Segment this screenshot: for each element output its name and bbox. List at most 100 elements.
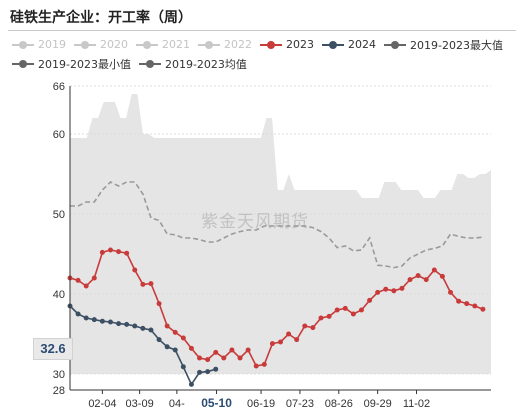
series-point-2024 <box>107 319 113 325</box>
series-point-2023 <box>472 303 478 309</box>
series-point-2023 <box>148 281 154 287</box>
series-point-2024 <box>164 344 170 350</box>
series-point-2023 <box>464 301 470 307</box>
legend-swatch-icon <box>322 40 344 49</box>
series-point-2023 <box>205 357 211 363</box>
y-tick-label: 28 <box>53 385 65 397</box>
series-point-2023 <box>358 307 364 313</box>
series-point-2023 <box>107 247 113 253</box>
series-point-2023 <box>383 286 389 292</box>
series-point-2023 <box>294 337 300 343</box>
series-point-2023 <box>342 305 348 311</box>
legend-label: 2021 <box>162 38 190 51</box>
series-point-2023 <box>237 355 243 361</box>
x-tick-label: 04- <box>169 398 185 410</box>
x-tick-label: 11-02 <box>403 398 430 410</box>
legend-label: 2023 <box>286 38 314 51</box>
watermark-text: 紫金天风期货 <box>201 212 309 232</box>
legend-swatch-icon <box>136 40 158 49</box>
series-point-2024 <box>140 325 146 331</box>
series-point-2023 <box>407 277 413 283</box>
series-point-2023 <box>318 315 324 321</box>
series-point-2024 <box>99 318 105 324</box>
series-point-2023 <box>229 347 235 353</box>
series-point-2023 <box>83 283 89 289</box>
legend-label: 2020 <box>100 38 128 51</box>
series-point-2023 <box>350 311 356 317</box>
legend-swatch-icon <box>260 40 282 49</box>
legend-item-2019[interactable]: 2019 <box>12 35 66 54</box>
series-point-2023 <box>423 277 429 283</box>
series-point-2023 <box>480 306 486 312</box>
series-point-2023 <box>415 273 421 279</box>
legend-swatch-icon <box>12 40 34 49</box>
series-point-2023 <box>253 363 259 369</box>
series-point-2023 <box>221 355 227 361</box>
legend-item-2020[interactable]: 2020 <box>74 35 128 54</box>
series-point-2023 <box>140 281 146 287</box>
series-point-2023 <box>164 323 170 329</box>
series-point-2024 <box>83 315 89 321</box>
legend-swatch-icon <box>198 40 220 49</box>
legend-label: 2019-2023最小值 <box>38 57 131 71</box>
series-point-2023 <box>334 307 340 313</box>
series-point-2023 <box>399 285 405 291</box>
x-tick-label: 08-26 <box>325 398 353 410</box>
y-tick-label: 66 <box>53 81 65 93</box>
x-tick-label: 02-04 <box>88 398 116 410</box>
series-point-2023 <box>156 301 162 307</box>
legend-item-2019-2023最大值[interactable]: 2019-2023最大值 <box>384 35 503 54</box>
range-band-layer <box>70 94 491 374</box>
series-point-2024 <box>188 381 194 387</box>
max-min-range-band <box>70 94 491 374</box>
series-point-2023 <box>188 345 194 351</box>
legend-label: 2024 <box>348 38 376 51</box>
series-point-2024 <box>213 366 219 372</box>
series-point-2023 <box>278 339 283 345</box>
x-tick-label: 07-23 <box>286 398 314 410</box>
series-point-2023 <box>286 331 292 337</box>
series-point-2024 <box>116 321 122 327</box>
x-tick-label: 05-10 <box>201 396 232 410</box>
series-point-2023 <box>180 335 186 341</box>
series-point-2024 <box>197 369 203 375</box>
legend-item-2019-2023均值[interactable]: 2019-2023均值 <box>138 54 247 73</box>
legend-item-2022[interactable]: 2022 <box>198 35 252 54</box>
series-point-2023 <box>310 325 316 331</box>
y-tick-label: 60 <box>53 129 65 141</box>
series-point-2024 <box>180 364 186 370</box>
series-point-2023 <box>326 313 332 319</box>
series-point-2023 <box>75 277 81 283</box>
legend-swatch-icon <box>74 40 96 49</box>
series-point-2023 <box>213 349 219 355</box>
series-line-average <box>70 181 483 269</box>
legend-item-2019-2023最小值[interactable]: 2019-2023最小值 <box>12 54 131 73</box>
legend-label: 2019-2023均值 <box>164 57 247 71</box>
legend-item-2023[interactable]: 2023 <box>260 35 314 54</box>
legend-label: 2019-2023最大值 <box>410 38 503 52</box>
series-point-2023 <box>302 323 308 329</box>
series-point-2023 <box>391 288 397 294</box>
chart-title: 硅铁生产企业：开工率（周） <box>10 10 192 26</box>
legend-swatch-icon <box>384 40 406 49</box>
series-point-2024 <box>205 369 211 375</box>
legend-item-2021[interactable]: 2021 <box>136 35 190 54</box>
legend-swatch-icon <box>12 59 34 68</box>
x-tick-label: 06-19 <box>247 398 275 410</box>
series-point-2023 <box>116 249 122 255</box>
series-point-2023 <box>375 289 381 295</box>
series-point-2024 <box>124 321 130 327</box>
y-tick-label: 40 <box>53 289 65 301</box>
series-line-2023 <box>69 249 484 367</box>
series-layer <box>67 247 486 387</box>
y-tick-label: 30 <box>53 369 65 381</box>
series-point-2023 <box>197 355 203 361</box>
legend-label: 2019 <box>38 38 66 51</box>
series-point-2023 <box>439 273 445 279</box>
legend-item-2024[interactable]: 2024 <box>322 35 376 54</box>
average-series-layer <box>70 181 483 269</box>
legend-swatch-icon <box>138 59 161 68</box>
series-point-2023 <box>124 250 130 256</box>
series-point-2023 <box>132 267 138 273</box>
